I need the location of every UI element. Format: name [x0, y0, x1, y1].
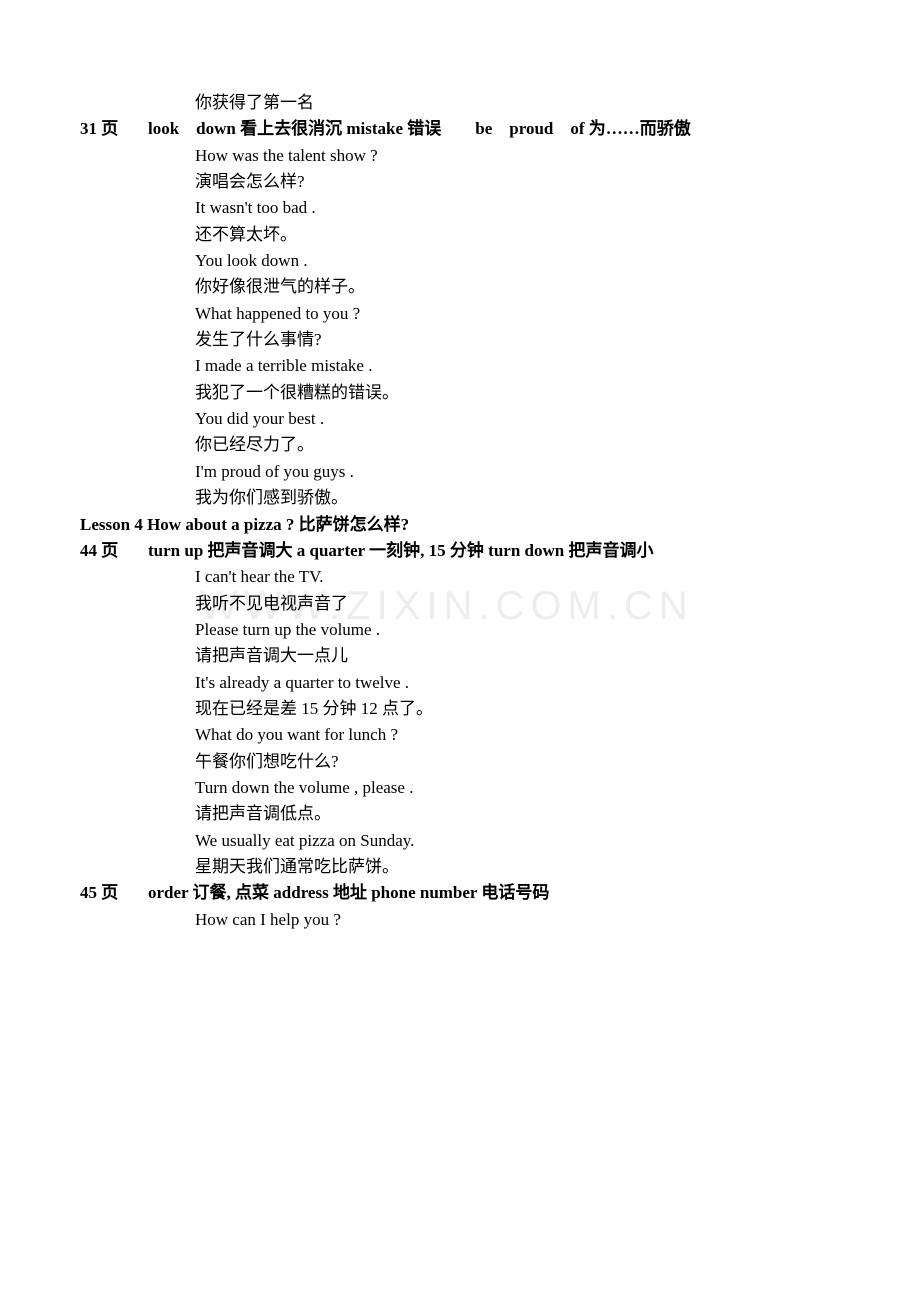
en-line: I made a terrible mistake . [195, 353, 840, 379]
zh-line: 午餐你们想吃什么? [195, 749, 840, 775]
zh-line: 现在已经是差 15 分钟 12 点了。 [195, 696, 840, 722]
zh-line: 演唱会怎么样? [195, 169, 840, 195]
document-page: WWW.ZIXIN.COM.CN 你获得了第一名 31 页 look down … [0, 0, 920, 983]
zh-line: 我犯了一个很糟糕的错误。 [195, 380, 840, 406]
en-line: I'm proud of you guys . [195, 459, 840, 485]
en-line: It wasn't too bad . [195, 195, 840, 221]
en-line: How can I help you ? [195, 907, 840, 933]
section1-lines: How was the talent show ? 演唱会怎么样? It was… [195, 143, 840, 512]
en-line: We usually eat pizza on Sunday. [195, 828, 840, 854]
zh-line: 请把声音调大一点儿 [195, 643, 840, 669]
section2-lines: I can't hear the TV. 我听不见电视声音了 Please tu… [195, 564, 840, 880]
lesson-4-header: Lesson 4 How about a pizza ? 比萨饼怎么样? [80, 512, 840, 538]
en-line: What happened to you ? [195, 301, 840, 327]
en-line: It's already a quarter to twelve . [195, 670, 840, 696]
header-content-45: order 订餐, 点菜 address 地址 phone number 电话号… [148, 883, 549, 902]
en-line: What do you want for lunch ? [195, 722, 840, 748]
section-header-45: 45 页 order 订餐, 点菜 address 地址 phone numbe… [80, 880, 840, 906]
page-ref-31: 31 页 [80, 116, 118, 142]
en-line: I can't hear the TV. [195, 564, 840, 590]
en-line: Please turn up the volume . [195, 617, 840, 643]
section-header-31: 31 页 look down 看上去很消沉 mistake 错误 be prou… [80, 116, 840, 142]
section3-lines: How can I help you ? [195, 907, 840, 933]
header-content-44: turn up 把声音调大 a quarter 一刻钟, 15 分钟 turn … [148, 541, 653, 560]
zh-line: 星期天我们通常吃比萨饼。 [195, 854, 840, 880]
en-line: Turn down the volume , please . [195, 775, 840, 801]
en-line: How was the talent show ? [195, 143, 840, 169]
zh-line: 我为你们感到骄傲。 [195, 485, 840, 511]
en-line: You did your best . [195, 406, 840, 432]
header-content-31: look down 看上去很消沉 mistake 错误 be proud of … [148, 119, 691, 138]
en-line: You look down . [195, 248, 840, 274]
top-chinese-line: 你获得了第一名 [195, 90, 840, 116]
zh-line: 你好像很泄气的样子。 [195, 274, 840, 300]
page-ref-44: 44 页 [80, 538, 118, 564]
zh-line: 还不算太坏。 [195, 222, 840, 248]
zh-line: 发生了什么事情? [195, 327, 840, 353]
zh-line: 你已经尽力了。 [195, 432, 840, 458]
zh-line: 请把声音调低点。 [195, 801, 840, 827]
section-header-44: 44 页 turn up 把声音调大 a quarter 一刻钟, 15 分钟 … [80, 538, 840, 564]
page-ref-45: 45 页 [80, 880, 118, 906]
zh-line: 我听不见电视声音了 [195, 591, 840, 617]
